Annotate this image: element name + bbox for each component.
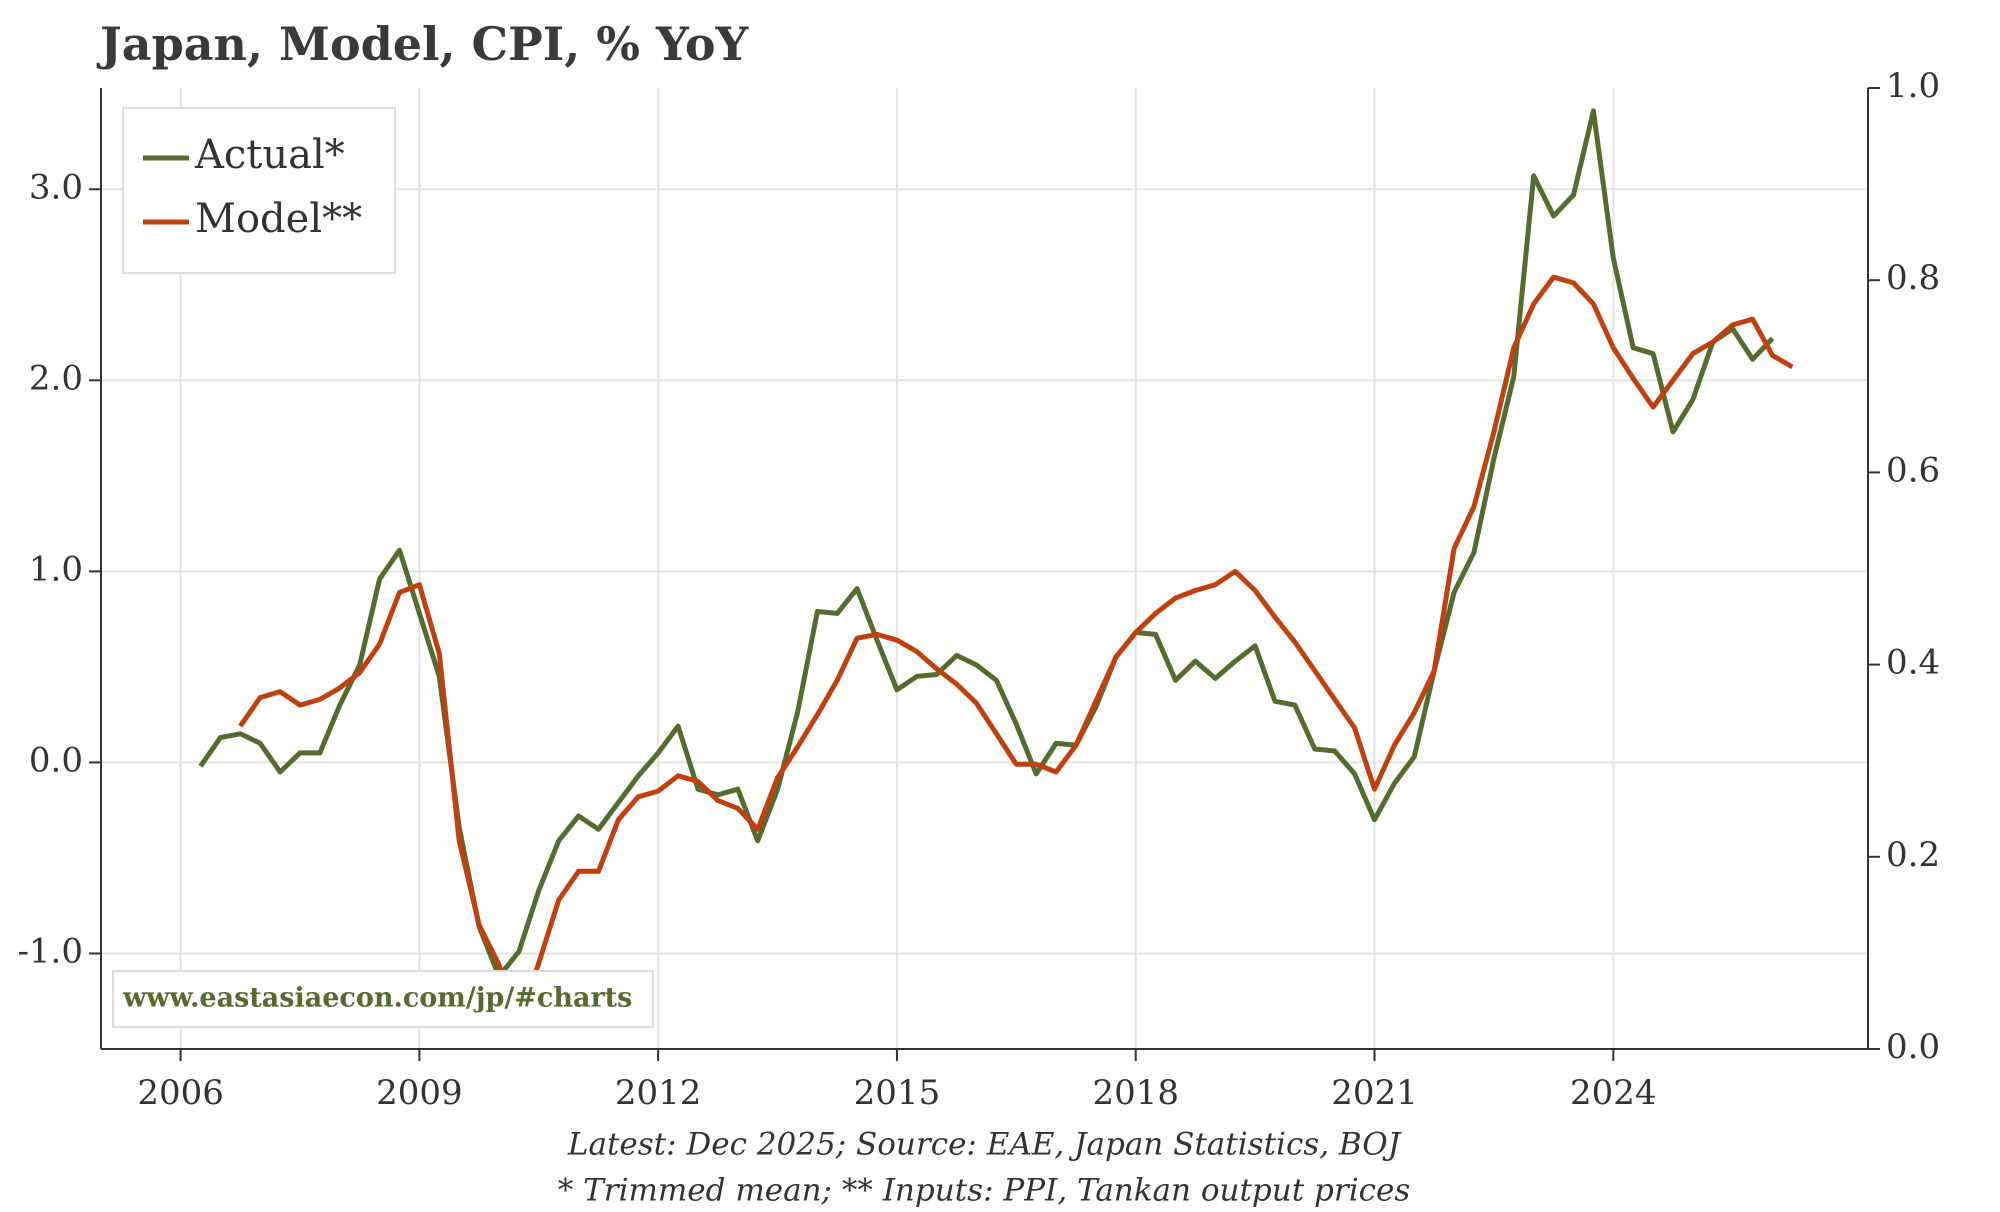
footnote: * Trimmed mean; ** Inputs: PPI, Tankan o…	[558, 1173, 1411, 1209]
watermark-box	[112, 970, 654, 1028]
legend-label: Actual*	[194, 132, 345, 178]
x-tick-label: 2012	[615, 1073, 702, 1113]
legend-label: Model**	[195, 196, 362, 242]
y2-tick-label: 0.4	[1886, 643, 1940, 683]
series-line	[198, 108, 1775, 979]
x-tick-label: 2024	[1570, 1073, 1657, 1113]
y2-tick-label: 0.6	[1886, 450, 1940, 490]
y2-tick-label: 0.2	[1886, 835, 1940, 875]
legend-box	[122, 107, 396, 274]
series-line	[238, 274, 1794, 1025]
watermark: www.eastasiaecon.com/jp/#charts	[122, 983, 632, 1014]
y-tick-label: 2.0	[29, 358, 83, 398]
y2-tick-label: 0.8	[1886, 258, 1940, 298]
y-tick-label: -1.0	[17, 931, 83, 971]
y2-tick-label: 0.0	[1886, 1027, 1940, 1067]
y-tick-label: 1.0	[29, 549, 83, 589]
y-tick-label: 0.0	[29, 740, 83, 780]
x-tick-label: 2009	[376, 1073, 463, 1113]
y2-tick-label: 1.0	[1886, 66, 1940, 106]
y-tick-label: 3.0	[29, 167, 83, 207]
chart-title: Japan, Model, CPI, % YoY	[96, 17, 750, 71]
x-tick-label: 2006	[137, 1073, 224, 1113]
footnote: Latest: Dec 2025; Source: EAE, Japan Sta…	[567, 1127, 1402, 1163]
x-tick-label: 2015	[854, 1073, 941, 1113]
x-tick-label: 2021	[1331, 1073, 1418, 1113]
x-tick-label: 2018	[1092, 1073, 1179, 1113]
